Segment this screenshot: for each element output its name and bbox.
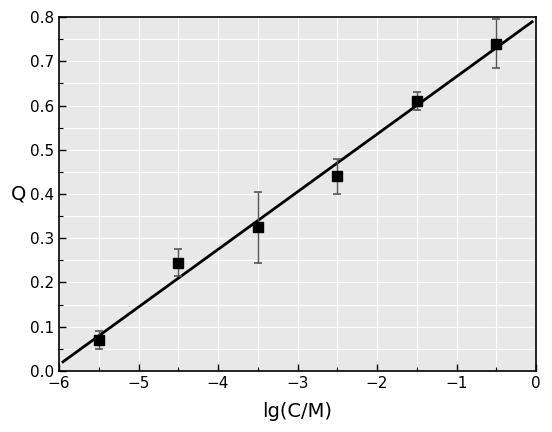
X-axis label: lg(C/M): lg(C/M) <box>263 402 332 421</box>
Y-axis label: Q: Q <box>11 184 26 203</box>
